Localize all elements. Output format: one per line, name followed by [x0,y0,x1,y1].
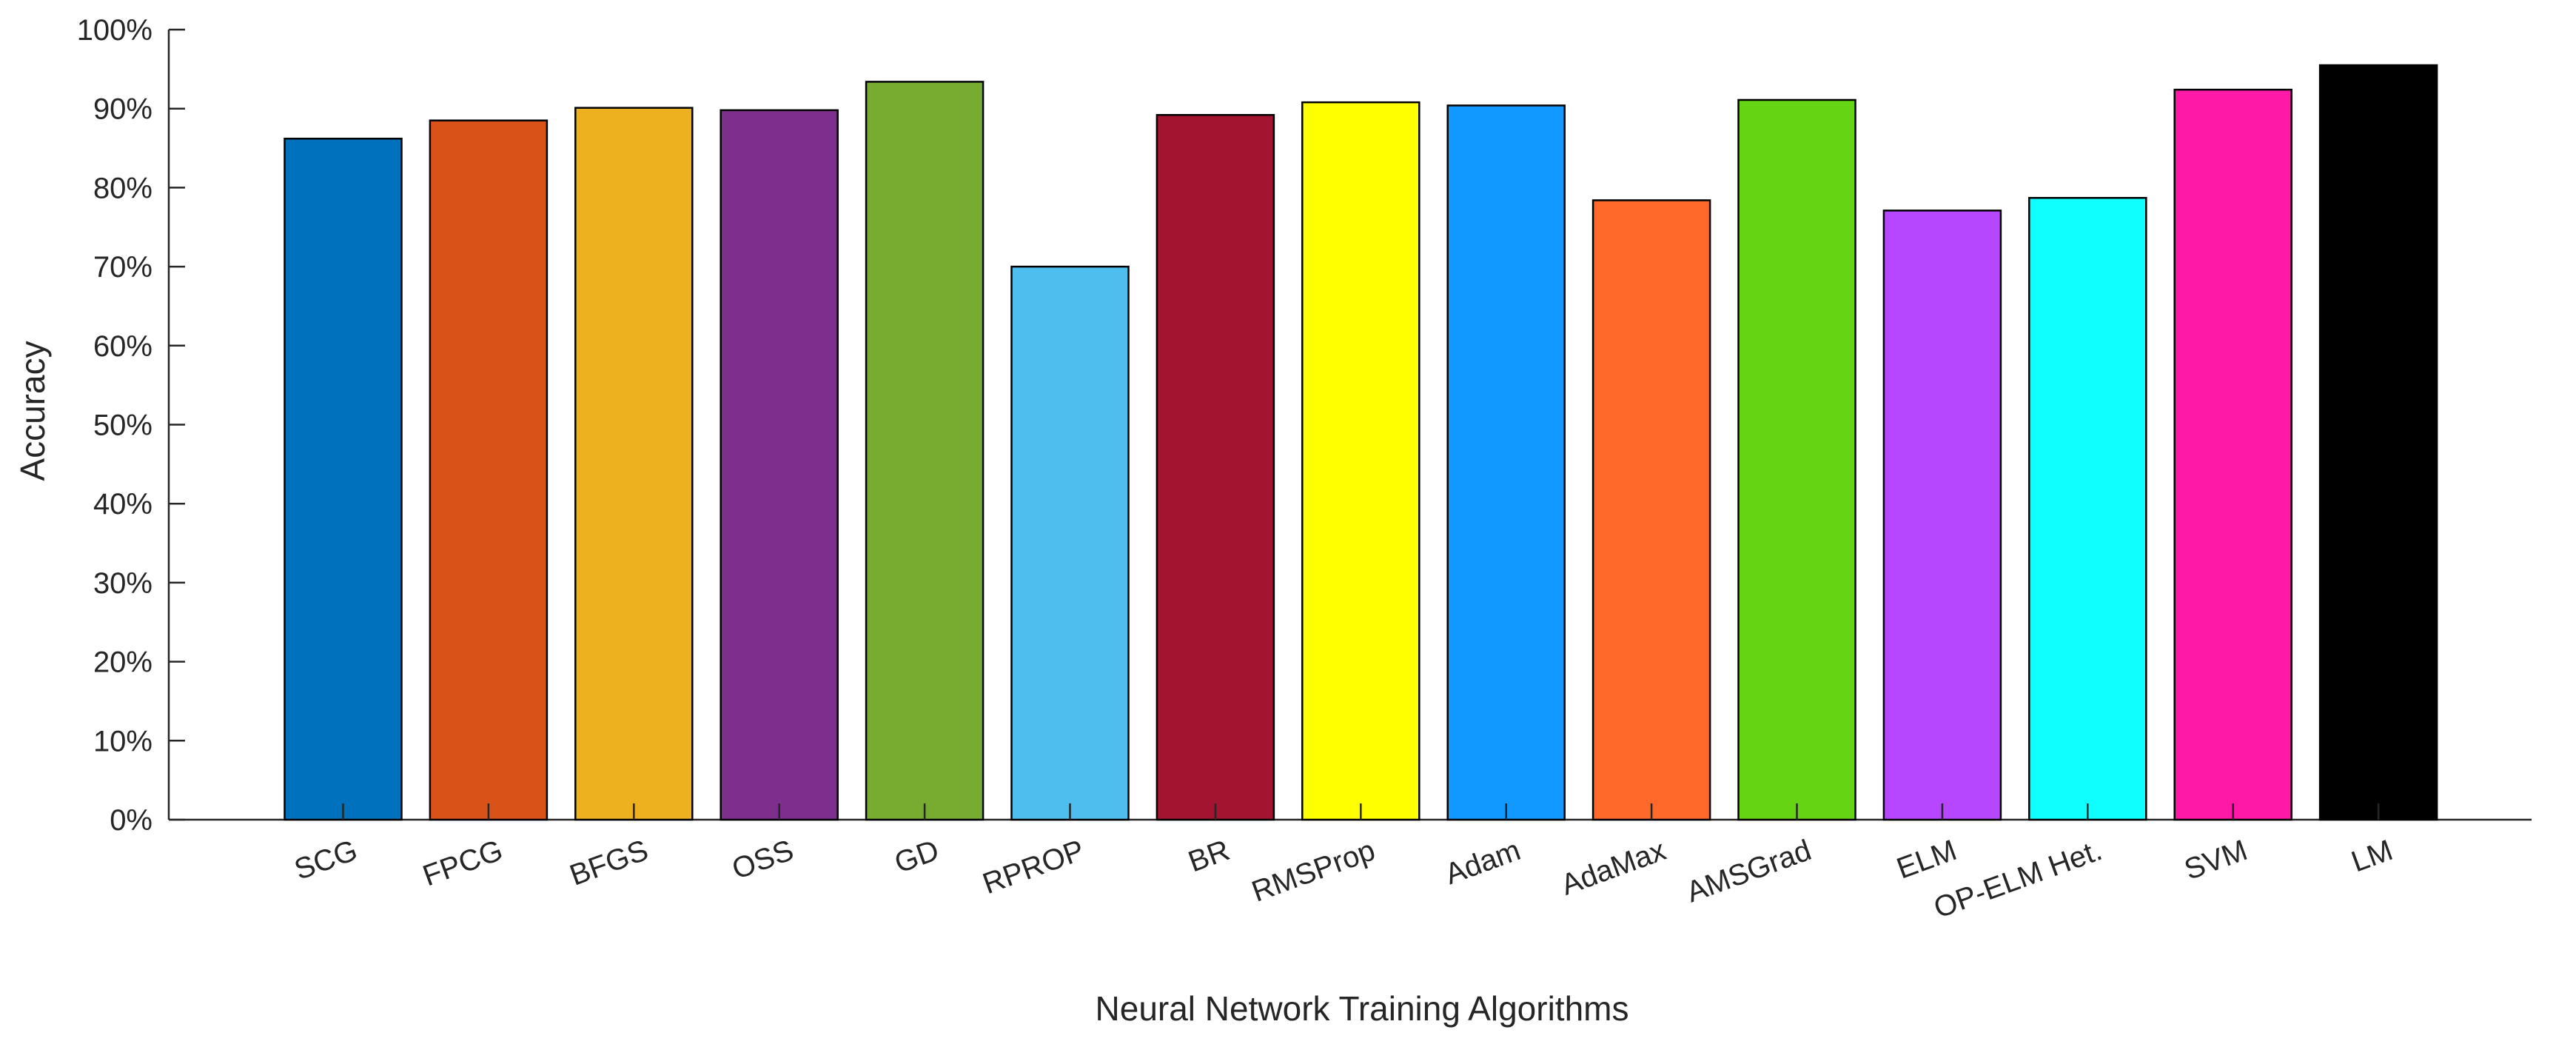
bar-op-elm-het [2028,197,2147,821]
bar-adam [1446,104,1566,821]
y-tick-label: 60% [93,330,152,363]
y-tick-label: 100% [77,14,152,47]
y-tick-label: 80% [93,172,152,204]
bar-lm [2318,64,2438,821]
y-tick-label: 0% [110,804,152,837]
x-tick-label: BFGS [566,834,652,892]
x-tick-label: SCG [290,834,362,886]
y-axis: 0% 10% 20% 30% 40% 50% 60% 70% 80% 90% 100% [77,14,185,837]
y-tick-label: 30% [93,567,152,600]
x-tick-label: GD [890,834,943,880]
bars [284,64,2438,821]
bar-svm [2173,88,2292,821]
y-tick-label: 40% [93,488,152,521]
x-tick-label: SVM [2180,834,2252,886]
bar-fpcg [429,119,549,821]
bar-oss [720,109,839,821]
x-tick-label: LM [2347,834,2397,878]
y-tick-label: 10% [93,725,152,757]
bar-rprop [1010,265,1130,821]
y-tick-label: 50% [93,409,152,442]
x-tick-label: AdaMax [1557,834,1670,902]
y-tick-label: 20% [93,646,152,679]
y-tick-label: 90% [93,93,152,126]
bar-adamax [1591,199,1711,821]
x-tick-label: BR [1184,834,1234,878]
x-tick-label: FPCG [419,834,507,892]
x-axis-title: Neural Network Training Algorithms [1096,989,1629,1028]
bar-br [1155,113,1275,821]
x-tick-label: AMSGrad [1683,834,1816,909]
x-tick-label: RPROP [979,834,1089,900]
x-tick-label: OSS [728,834,797,886]
x-tick-label: Adam [1441,834,1525,891]
bar-elm [1882,210,2002,821]
bar-scg [284,137,403,821]
x-axis: SCG FPCG BFGS OSS GD RPROP BR RMSProp Adam AdaMax… [290,803,2397,925]
bar-bfgs [574,107,694,821]
y-axis-title: Accuracy [13,341,52,481]
y-tick-label: 70% [93,251,152,284]
bar-gd [865,81,985,821]
bar-amsgrad [1737,98,1856,821]
x-tick-label: RMSProp [1247,834,1379,909]
x-tick-label: ELM [1893,834,1961,885]
x-tick-label: OP-ELM Het. [1930,834,2107,925]
bar-rmsprop [1301,101,1421,821]
